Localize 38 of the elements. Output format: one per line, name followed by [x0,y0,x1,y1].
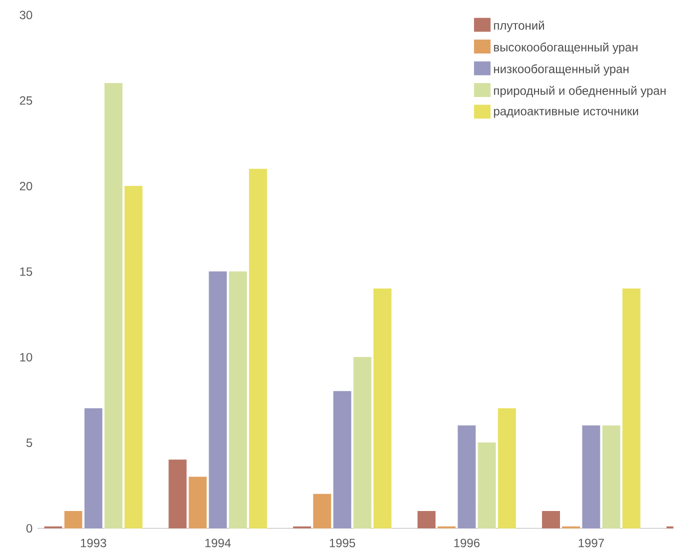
legend-label: высокообогащенный уран [494,42,638,54]
bar [249,168,267,528]
bar [478,442,496,528]
y-tick-label: 20 [20,182,32,190]
x-tick-label: 1993 [80,538,106,548]
bar [458,425,476,528]
y-tick-label: 15 [20,267,32,276]
legend-label: природный и обедненный уран [494,86,666,98]
bar [622,288,640,528]
bar [84,408,102,528]
legend-label: низкообогащенный уран [494,64,628,76]
bar [542,510,560,528]
bar [124,186,143,528]
y-tick-label: 25 [20,96,32,105]
x-tick-label: 1995 [330,538,356,548]
bar [373,288,392,528]
legend-label: радиоактивные источники [494,108,638,118]
legend-label: плутоний [494,20,544,32]
x-tick-label: 1994 [205,538,231,548]
bar [104,83,122,528]
y-tick-label: 10 [20,352,32,362]
bar [188,476,207,528]
x-tick-label: 1997 [578,538,604,548]
y-tick-label: 5 [26,438,32,447]
bar [208,271,227,528]
bar [313,494,332,528]
bar [602,425,620,528]
bar [64,510,82,528]
bar [168,460,187,528]
bar [228,271,247,528]
x-tick-label: 1996 [454,538,480,548]
bar [418,510,436,528]
y-tick-label: 30 [20,10,32,20]
bar [582,425,600,528]
y-tick-label: 0 [26,524,32,533]
bar [353,356,372,528]
bar [333,391,352,528]
bar [498,408,516,528]
